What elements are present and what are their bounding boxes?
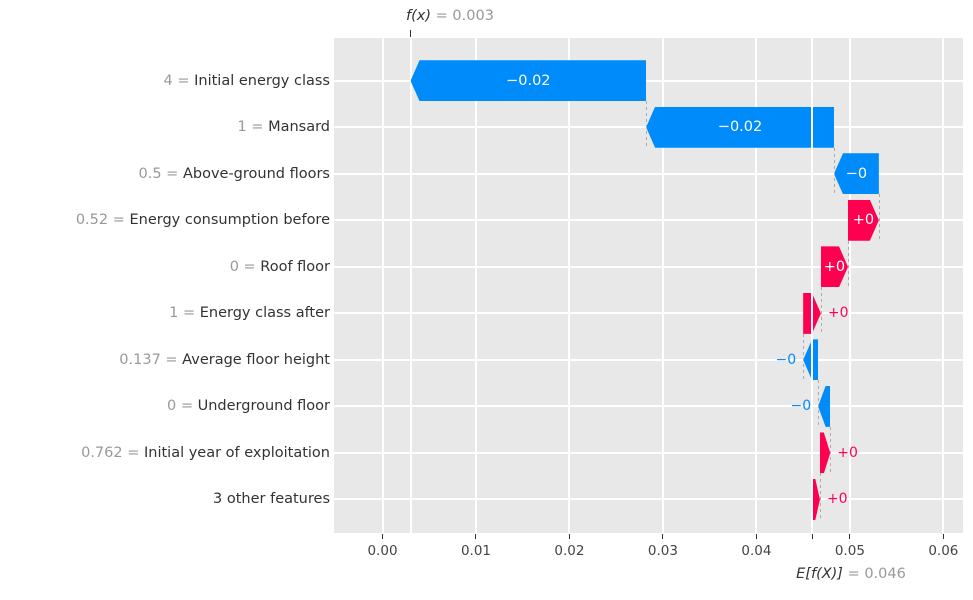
bar-value-label: +0 (852, 212, 875, 229)
x-tick (849, 534, 851, 540)
y-gridline (334, 451, 963, 454)
bar-value-label: −0 (775, 351, 797, 368)
feature-label: 0 = Underground floor (167, 396, 330, 416)
feature-label: 1 = Energy class after (169, 303, 330, 323)
x-gridline (848, 38, 851, 534)
feature-label: 0.52 = Energy consumption before (76, 210, 330, 230)
y-gridline (334, 265, 963, 268)
x-gridline (381, 38, 384, 534)
feature-name: Above-ground floors (182, 165, 330, 182)
y-gridline (334, 358, 963, 361)
x-tick-label: 0.06 (928, 543, 959, 560)
expected-value-annotation: E[f(X)] = 0.046 (780, 566, 922, 582)
feature-name: Mansard (268, 119, 330, 136)
feature-label: 0 = Roof floor (230, 257, 330, 277)
feature-label: 0.5 = Above-ground floors (139, 164, 330, 184)
feature-name: Underground floor (197, 398, 330, 415)
feature-name: Initial year of exploitation (143, 444, 330, 461)
feature-value: 0 = (167, 398, 198, 415)
expected-value-line (811, 38, 814, 534)
feature-value: 1 = (237, 119, 269, 136)
expected-value-number: = 0.046 (842, 566, 906, 582)
feature-name: Energy class after (199, 305, 330, 322)
connector-line (819, 473, 821, 520)
feature-label: 0.137 = Average floor height (119, 350, 330, 370)
y-gridline (334, 172, 963, 175)
bar-value-label: +0 (826, 491, 848, 508)
feature-name: Average floor height (182, 351, 330, 368)
bar-value-label: +0 (837, 444, 858, 461)
y-gridline (334, 498, 963, 501)
expected-value-label: E[f(X)] (796, 566, 843, 582)
connector-line (820, 287, 822, 334)
x-tick-label: 0.05 (834, 543, 865, 560)
bar-value-label: −0 (790, 398, 812, 415)
fx-label: f(x) (406, 8, 432, 24)
feature-value: 0 = (229, 258, 261, 275)
connector-line (818, 380, 820, 427)
bar-value-label: −0.02 (717, 119, 763, 136)
fx-annotation: f(x) = 0.003 (380, 8, 520, 24)
x-tick-label: 0.02 (554, 543, 585, 560)
bar-value-label: +0 (823, 258, 846, 275)
feature-label: 0.762 = Initial year of exploitation (81, 443, 330, 463)
x-gridline (942, 38, 945, 534)
feature-value: 0.5 = (138, 165, 183, 182)
x-tick (382, 534, 383, 540)
feature-value: 0.52 = (75, 212, 130, 229)
bar-value-label: +0 (827, 305, 849, 322)
x-tick-label: 0.04 (741, 543, 772, 560)
x-gridline (474, 38, 477, 534)
feature-value: 0.762 = (81, 444, 144, 461)
shap-bar (812, 479, 819, 520)
feature-name: Roof floor (260, 258, 330, 275)
connector-line (803, 333, 805, 381)
x-tick-label: 0.03 (647, 543, 678, 560)
bar-value-label: −0 (845, 165, 868, 182)
fx-line (409, 38, 412, 534)
shap-bar: −0.02 (410, 60, 647, 102)
feature-value: 4 = (163, 72, 195, 89)
x-gridline (568, 38, 571, 534)
x-gridline (755, 38, 758, 534)
x-tick (755, 534, 757, 540)
x-tick-label: 0.01 (460, 543, 492, 560)
fx-value: = 0.003 (431, 8, 494, 24)
feature-label: 3 other features (213, 489, 330, 509)
y-gridline (334, 405, 963, 408)
y-gridline (334, 79, 963, 82)
feature-label: 4 = Initial energy class (164, 71, 330, 91)
x-gridline (661, 38, 664, 534)
feature-name: Energy consumption before (129, 212, 330, 229)
x-tick-label: 0.00 (367, 543, 398, 560)
fx-tick (410, 30, 412, 37)
connector-line (833, 147, 835, 195)
x-tick (662, 534, 664, 540)
bar-value-label: −0.02 (506, 72, 551, 89)
expected-value-tick (811, 534, 813, 540)
shap-bar: −0.02 (646, 106, 834, 148)
y-gridline (334, 312, 963, 315)
shap-bar: −0 (833, 153, 879, 195)
connector-line (830, 426, 832, 474)
x-tick (475, 534, 477, 540)
feature-value: 0.137 = (119, 351, 183, 368)
plot-area (334, 38, 963, 534)
connector-line (848, 240, 849, 288)
connector-line (646, 101, 648, 148)
x-tick (942, 534, 944, 540)
x-tick (568, 534, 570, 540)
feature-name: Initial energy class (194, 72, 330, 89)
feature-name: 3 other features (213, 491, 330, 508)
feature-label: 1 = Mansard (237, 117, 330, 137)
feature-value: 1 = (169, 305, 200, 322)
shap-bar (820, 432, 830, 473)
connector-line (878, 194, 880, 241)
y-gridline (334, 219, 963, 222)
